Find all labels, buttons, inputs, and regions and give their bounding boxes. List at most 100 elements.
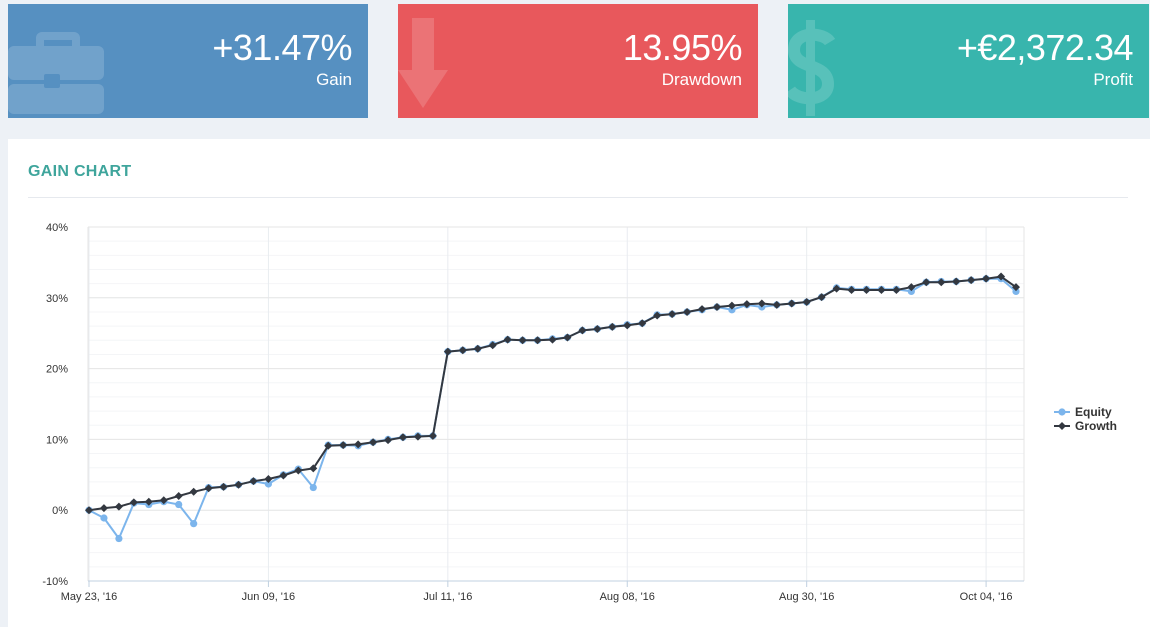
growth-point xyxy=(129,498,138,507)
growth-point xyxy=(548,335,557,344)
equity-point xyxy=(190,520,198,528)
chart-title: GAIN CHART xyxy=(28,163,132,180)
equity-point xyxy=(264,480,273,488)
growth-point xyxy=(458,346,467,355)
equity-point xyxy=(728,306,736,314)
growth-point xyxy=(952,277,961,286)
growth-point xyxy=(638,319,647,328)
briefcase-icon xyxy=(8,32,104,114)
dollar-icon xyxy=(788,20,836,116)
growth-point xyxy=(698,305,707,314)
growth-point xyxy=(144,497,153,506)
growth-point xyxy=(772,300,781,309)
growth-point xyxy=(922,278,931,287)
growth-point xyxy=(413,432,422,441)
growth-point xyxy=(742,300,751,309)
growth-point xyxy=(982,274,991,283)
growth-point xyxy=(443,347,452,356)
growth-point xyxy=(294,466,303,475)
growth-legend-marker xyxy=(1058,422,1066,430)
equity-line xyxy=(88,277,1017,540)
growth-point xyxy=(518,336,527,345)
growth-point xyxy=(174,492,183,501)
y-tick-label: 40% xyxy=(46,222,68,234)
growth-point xyxy=(653,311,662,320)
title-divider xyxy=(28,197,1128,198)
x-tick-label: Jun 09, '16 xyxy=(242,591,295,603)
x-tick-label: Aug 30, '16 xyxy=(779,591,834,603)
growth-point xyxy=(1012,283,1020,292)
growth-point xyxy=(608,322,617,331)
x-tick-label: Oct 04, '16 xyxy=(960,591,1013,603)
growth-point xyxy=(533,336,542,345)
y-tick-label: 0% xyxy=(52,505,68,517)
growth-point xyxy=(847,286,856,295)
growth-point xyxy=(712,303,721,312)
equity-point xyxy=(100,514,108,522)
growth-point xyxy=(234,480,243,489)
growth-point xyxy=(264,475,273,484)
growth-point xyxy=(473,344,482,353)
gain-chart: -10% 0% 10% 20% 30% 40% May 23, '16 Jun 09, '16… xyxy=(42,222,1117,603)
growth-point xyxy=(937,278,946,287)
growth-point xyxy=(563,333,572,342)
equity-point xyxy=(309,483,317,492)
growth-point xyxy=(99,504,108,513)
equity-point xyxy=(115,534,123,543)
x-tick-label: Aug 08, '16 xyxy=(600,591,655,603)
growth-point xyxy=(787,299,796,308)
growth-point xyxy=(668,310,677,319)
growth-legend-label: Growth xyxy=(1075,419,1117,433)
growth-point xyxy=(189,487,198,496)
growth-point xyxy=(727,301,736,310)
growth-point xyxy=(339,441,348,450)
growth-point xyxy=(354,440,363,449)
growth-point xyxy=(877,286,886,295)
x-tick-label: Jul 11, '16 xyxy=(423,591,472,603)
growth-point xyxy=(832,284,841,293)
equity-point xyxy=(175,500,183,509)
gain-label: Gain xyxy=(316,70,352,89)
growth-point xyxy=(219,482,228,491)
drawdown-card: 13.95% Drawdown xyxy=(398,4,758,118)
gain-value: +31.47% xyxy=(212,27,352,68)
gain-card: +31.47% Gain xyxy=(8,4,368,118)
growth-point xyxy=(683,307,692,316)
growth-point xyxy=(757,299,766,308)
growth-point xyxy=(249,477,258,486)
growth-point xyxy=(593,324,602,333)
gain-chart-panel: GAIN CHART -10% 0% 10% 20% 30% 40% May 23, '16… xyxy=(8,139,1150,627)
drawdown-value: 13.95% xyxy=(622,27,743,68)
x-tick-label: May 23, '16 xyxy=(61,591,118,603)
y-tick-label: 30% xyxy=(46,293,68,305)
growth-point xyxy=(997,272,1006,281)
equity-legend-marker xyxy=(1058,408,1066,416)
growth-point xyxy=(578,326,587,335)
growth-point xyxy=(309,464,318,473)
growth-point xyxy=(488,341,497,350)
drawdown-label: Drawdown xyxy=(661,70,742,89)
equity-legend-label: Equity xyxy=(1075,405,1112,419)
growth-point xyxy=(384,436,393,445)
profit-card: +€2,372.34 Profit xyxy=(788,4,1149,118)
growth-point xyxy=(279,471,288,480)
growth-point xyxy=(892,286,901,295)
growth-point xyxy=(114,502,123,511)
growth-point xyxy=(503,335,512,344)
profit-value: +€2,372.34 xyxy=(956,27,1134,68)
growth-point xyxy=(907,283,916,292)
growth-point xyxy=(817,293,826,302)
growth-point xyxy=(428,431,437,440)
y-tick-label: 20% xyxy=(46,364,68,376)
y-tick-label: -10% xyxy=(42,576,68,588)
arrow-down-icon xyxy=(398,18,448,108)
profit-label: Profit xyxy=(1093,70,1133,89)
growth-point xyxy=(159,496,168,505)
growth-point xyxy=(369,438,378,447)
growth-point xyxy=(398,433,407,442)
growth-point xyxy=(967,276,976,285)
y-tick-label: 10% xyxy=(46,434,68,446)
growth-point xyxy=(204,484,213,493)
equity-point xyxy=(1012,287,1020,296)
growth-point xyxy=(85,506,93,515)
